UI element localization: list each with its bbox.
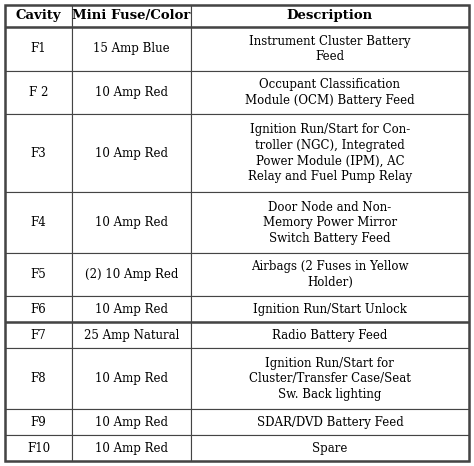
Text: Radio Battery Feed: Radio Battery Feed <box>272 329 388 342</box>
Bar <box>5 71 72 114</box>
Text: 10 Amp Red: 10 Amp Red <box>95 372 168 385</box>
Bar <box>191 349 469 409</box>
Text: F5: F5 <box>30 268 46 281</box>
Bar <box>5 322 72 349</box>
Bar <box>72 322 191 349</box>
Bar <box>191 296 469 322</box>
Text: F1: F1 <box>31 42 46 55</box>
Bar <box>5 27 72 71</box>
Text: F10: F10 <box>27 442 50 455</box>
Text: Ignition Run/Start for
Cluster/Transfer Case/Seat
Sw. Back lighting: Ignition Run/Start for Cluster/Transfer … <box>249 357 411 401</box>
Text: Ignition Run/Start for Con-
troller (NGC), Integrated
Power Module (IPM), AC
Rel: Ignition Run/Start for Con- troller (NGC… <box>248 123 412 183</box>
Bar <box>72 349 191 409</box>
Text: 25 Amp Natural: 25 Amp Natural <box>83 329 179 342</box>
Bar <box>5 296 72 322</box>
Bar <box>72 114 191 192</box>
Bar <box>5 253 72 296</box>
Text: F8: F8 <box>31 372 46 385</box>
Text: SDAR/DVD Battery Feed: SDAR/DVD Battery Feed <box>256 416 403 429</box>
Text: Description: Description <box>287 9 373 22</box>
Bar <box>72 296 191 322</box>
Bar <box>72 192 191 253</box>
Text: 10 Amp Red: 10 Amp Red <box>95 442 168 455</box>
Bar <box>5 435 72 461</box>
Bar <box>72 71 191 114</box>
Text: F9: F9 <box>30 416 46 429</box>
Bar <box>5 5 72 27</box>
Text: Occupant Classification
Module (OCM) Battery Feed: Occupant Classification Module (OCM) Bat… <box>245 78 415 107</box>
Bar <box>191 192 469 253</box>
Text: Instrument Cluster Battery
Feed: Instrument Cluster Battery Feed <box>249 34 410 63</box>
Bar <box>72 435 191 461</box>
Text: 10 Amp Red: 10 Amp Red <box>95 303 168 316</box>
Text: Airbags (2 Fuses in Yellow
Holder): Airbags (2 Fuses in Yellow Holder) <box>251 260 409 289</box>
Bar <box>72 253 191 296</box>
Text: Spare: Spare <box>312 442 347 455</box>
Bar <box>5 114 72 192</box>
Bar <box>72 5 191 27</box>
Bar <box>5 192 72 253</box>
Text: Mini Fuse/Color: Mini Fuse/Color <box>72 9 191 22</box>
Text: F7: F7 <box>30 329 46 342</box>
Text: Door Node and Non-
Memory Power Mirror
Switch Battery Feed: Door Node and Non- Memory Power Mirror S… <box>263 200 397 245</box>
Bar <box>72 409 191 435</box>
Text: 15 Amp Blue: 15 Amp Blue <box>93 42 170 55</box>
Bar <box>191 71 469 114</box>
Text: Cavity: Cavity <box>16 9 61 22</box>
Text: 10 Amp Red: 10 Amp Red <box>95 147 168 160</box>
Bar <box>72 27 191 71</box>
Text: 10 Amp Red: 10 Amp Red <box>95 216 168 229</box>
Bar <box>191 322 469 349</box>
Text: F3: F3 <box>30 147 46 160</box>
Bar <box>5 349 72 409</box>
Bar <box>191 435 469 461</box>
Bar <box>191 27 469 71</box>
Text: (2) 10 Amp Red: (2) 10 Amp Red <box>85 268 178 281</box>
Text: F4: F4 <box>30 216 46 229</box>
Bar <box>5 409 72 435</box>
Text: F 2: F 2 <box>29 86 48 99</box>
Text: 10 Amp Red: 10 Amp Red <box>95 86 168 99</box>
Bar <box>191 253 469 296</box>
Text: F6: F6 <box>30 303 46 316</box>
Text: Ignition Run/Start Unlock: Ignition Run/Start Unlock <box>253 303 407 316</box>
Bar <box>191 114 469 192</box>
Bar <box>191 5 469 27</box>
Bar <box>191 409 469 435</box>
Text: 10 Amp Red: 10 Amp Red <box>95 416 168 429</box>
